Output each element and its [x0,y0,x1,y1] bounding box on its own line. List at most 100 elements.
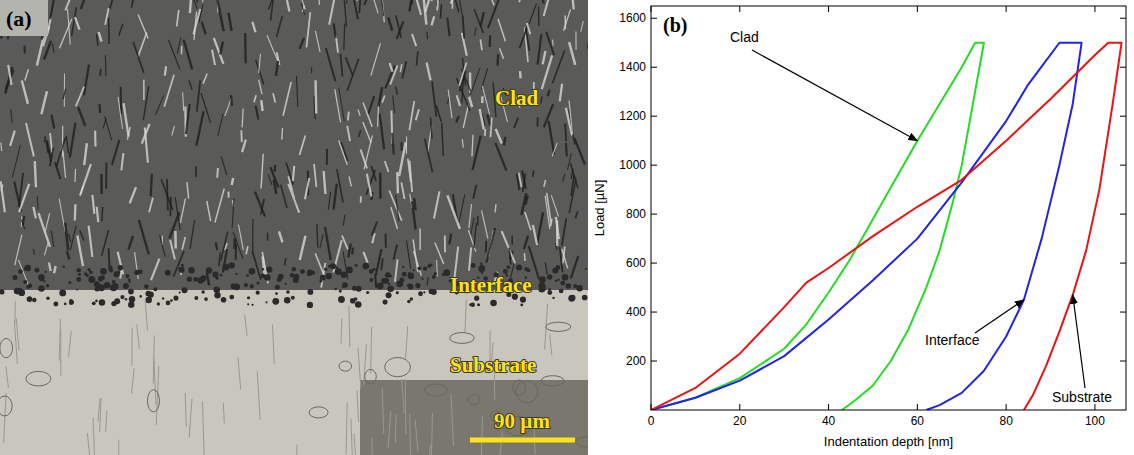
dendrite [563,174,565,182]
dendrite [544,0,551,16]
dendrite [54,266,56,273]
dendrite [456,116,459,123]
dendrite [351,0,357,1]
dendrite [25,69,29,80]
dendrite [481,12,484,26]
dendrite [18,260,28,286]
dendrite [1,181,5,212]
interface-speckle [99,299,105,305]
interface-speckle [173,296,178,301]
dendrite [344,0,346,27]
dendrite [215,188,224,222]
dendrite [414,251,422,276]
dendrite [78,107,85,126]
dendrite [339,88,345,122]
interface-speckle [552,297,554,299]
dendrite [203,73,207,83]
y-tick-right [1120,116,1126,117]
dendrite [190,220,195,249]
dendrite [80,164,91,195]
interface-speckle [46,296,49,299]
dendrite [419,228,421,250]
dendrite [533,0,543,3]
dendrite [414,0,421,15]
y-tick [651,361,657,362]
dendrite [430,117,431,138]
interface-speckle [129,281,131,283]
interface-speckle [128,301,134,307]
dendrite [288,184,299,213]
grain-line [106,410,107,431]
interface-speckle [576,285,582,291]
dendrite [401,182,404,199]
dendrite [416,51,417,65]
interface-speckle [64,303,67,306]
dendrite [432,81,436,116]
dendrite [346,57,353,75]
dendrite [560,247,563,273]
dendrite [238,225,243,250]
interface-speckle [272,298,279,305]
dendrite [457,95,460,106]
dendrite [255,192,265,217]
dendrite [0,143,2,151]
dendrite [490,118,491,138]
interface-speckle [373,268,376,271]
dendrite [49,262,51,270]
x-tick [1006,404,1007,410]
dendrite [235,244,237,260]
dendrite [305,178,309,199]
interface-speckle [389,275,392,278]
interface-speckle [125,274,129,278]
grain-line [431,413,432,455]
grain-line [202,402,204,455]
dendrite [549,121,555,155]
dendrite [143,80,145,100]
dendrite [473,136,481,170]
dendrite [346,0,352,4]
interface-speckle [251,304,253,306]
interface-speckle [38,274,45,281]
dendrite [469,97,472,108]
dendrite [80,230,84,240]
substrate-region [0,290,588,455]
grain-line [409,414,411,455]
dendrite [567,154,571,170]
interface-speckle [560,281,565,286]
dendrite [191,0,197,9]
interface-speckle [307,272,311,276]
dendrite [358,109,360,115]
interface-speckle [275,292,278,295]
figure: (a)CladInterfaceSubstrate90 µm0204060801… [0,0,1134,455]
dendrite [473,185,476,199]
dendrite [285,0,290,12]
y-tick-right [1120,165,1126,166]
interface-speckle [311,271,315,275]
dendrite [393,95,395,113]
dendrite [359,0,361,13]
dendrite [233,232,243,258]
interface-speckle [292,267,297,272]
dendrite [320,234,323,248]
interface-speckle [326,273,332,279]
dendrite [571,256,579,278]
y-tick-label: 1400 [619,60,646,74]
dendrite [509,248,511,265]
interface-speckle [421,278,423,280]
interface-speckle [120,295,124,299]
interface-speckle [77,268,81,272]
grain [541,376,564,386]
grain-line [238,357,241,389]
dendrite [77,235,83,266]
dendrite [329,0,335,25]
dendrite [434,191,440,218]
dendrite [261,199,264,215]
interface-speckle [76,277,81,282]
dendrite [372,222,377,236]
dendrite [22,80,28,103]
interface-speckle [307,302,313,308]
dendrite [394,245,397,260]
interface-speckle [84,272,87,275]
interface-speckle [555,279,557,281]
interface-speckle [290,273,295,278]
